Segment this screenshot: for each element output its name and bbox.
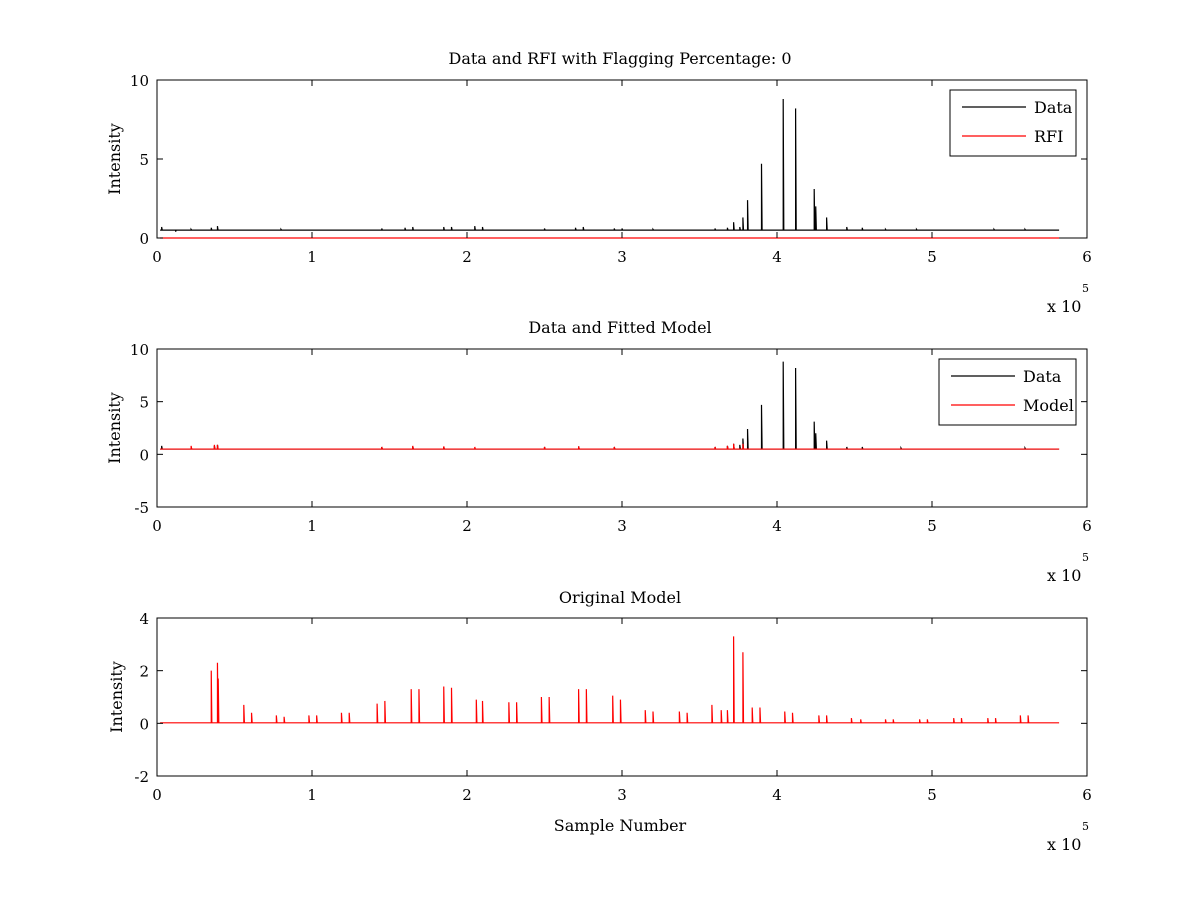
x-exponent-base: x 10 xyxy=(1047,835,1081,854)
y-tick-label: -2 xyxy=(134,768,149,786)
series-line-model xyxy=(160,443,1060,450)
series-group xyxy=(160,361,1060,450)
x-tick-label: 4 xyxy=(772,517,782,535)
y-tick-label: 10 xyxy=(130,341,149,359)
subplot-1: 0 1 2 3 4 5 6 0 5 10 Data and RFI with Flagging Pe… xyxy=(105,49,1092,316)
x-tick-label: 1 xyxy=(307,248,317,266)
legend-box xyxy=(938,358,1077,426)
x-tick-label: 5 xyxy=(927,517,937,535)
x-tick-label: 0 xyxy=(152,517,162,535)
axes-box xyxy=(156,348,1088,508)
x-tick-label: 6 xyxy=(1082,786,1092,804)
x-tick-label: 3 xyxy=(617,248,627,266)
x-tick-label: 3 xyxy=(617,517,627,535)
x-tick-label: 5 xyxy=(927,786,937,804)
x-tick-label: 1 xyxy=(307,517,317,535)
y-tick-label: 10 xyxy=(130,72,149,90)
y-axis-label: Intensity xyxy=(107,661,126,733)
y-tick-label: 0 xyxy=(139,446,149,464)
x-tick-label: 6 xyxy=(1082,248,1092,266)
legend: Data Model xyxy=(938,358,1077,426)
legend-box xyxy=(949,89,1077,157)
y-tick-label: 5 xyxy=(139,151,149,169)
x-tick-label: 1 xyxy=(307,786,317,804)
y-tick-label: 0 xyxy=(139,715,149,733)
y-tick-label: -5 xyxy=(134,499,149,517)
legend-label-rfi: RFI xyxy=(1034,127,1063,146)
y-tick-label: 5 xyxy=(139,394,149,412)
legend: Data RFI xyxy=(949,89,1077,157)
y-tick-label: 0 xyxy=(139,230,149,248)
chart-title: Data and RFI with Flagging Percentage: 0 xyxy=(448,49,791,68)
x-exponent-power: 5 xyxy=(1082,551,1089,564)
series-line-model xyxy=(160,636,1060,724)
series-group xyxy=(160,98,1060,239)
x-tick-label: 2 xyxy=(462,786,472,804)
x-exponent-power: 5 xyxy=(1082,820,1089,833)
y-axis-label: Intensity xyxy=(105,123,124,195)
x-axis-label: Sample Number xyxy=(554,816,687,835)
x-tick-label: 2 xyxy=(462,248,472,266)
x-tick-label: 0 xyxy=(152,786,162,804)
x-tick-label: 5 xyxy=(927,248,937,266)
x-exponent-power: 5 xyxy=(1082,282,1089,295)
x-tick-label: 6 xyxy=(1082,517,1092,535)
axes-box xyxy=(156,617,1088,777)
x-exponent-base: x 10 xyxy=(1047,566,1081,585)
x-tick-label: 4 xyxy=(772,248,782,266)
x-tick-label: 3 xyxy=(617,786,627,804)
y-tick-label: 4 xyxy=(139,610,149,628)
x-tick-label: 4 xyxy=(772,786,782,804)
series-line-data xyxy=(160,98,1060,232)
x-exponent-base: x 10 xyxy=(1047,297,1081,316)
chart-title: Data and Fitted Model xyxy=(528,318,711,337)
y-axis-label: Intensity xyxy=(105,392,124,464)
x-tick-label: 2 xyxy=(462,517,472,535)
series-group xyxy=(160,636,1060,724)
legend-label-data: Data xyxy=(1023,367,1062,386)
x-tick-label: 0 xyxy=(152,248,162,266)
chart-title: Original Model xyxy=(559,588,681,607)
axes-box xyxy=(156,79,1088,239)
legend-label-model: Model xyxy=(1023,396,1074,415)
legend-label-data: Data xyxy=(1034,98,1073,117)
y-tick-label: 2 xyxy=(139,663,149,681)
